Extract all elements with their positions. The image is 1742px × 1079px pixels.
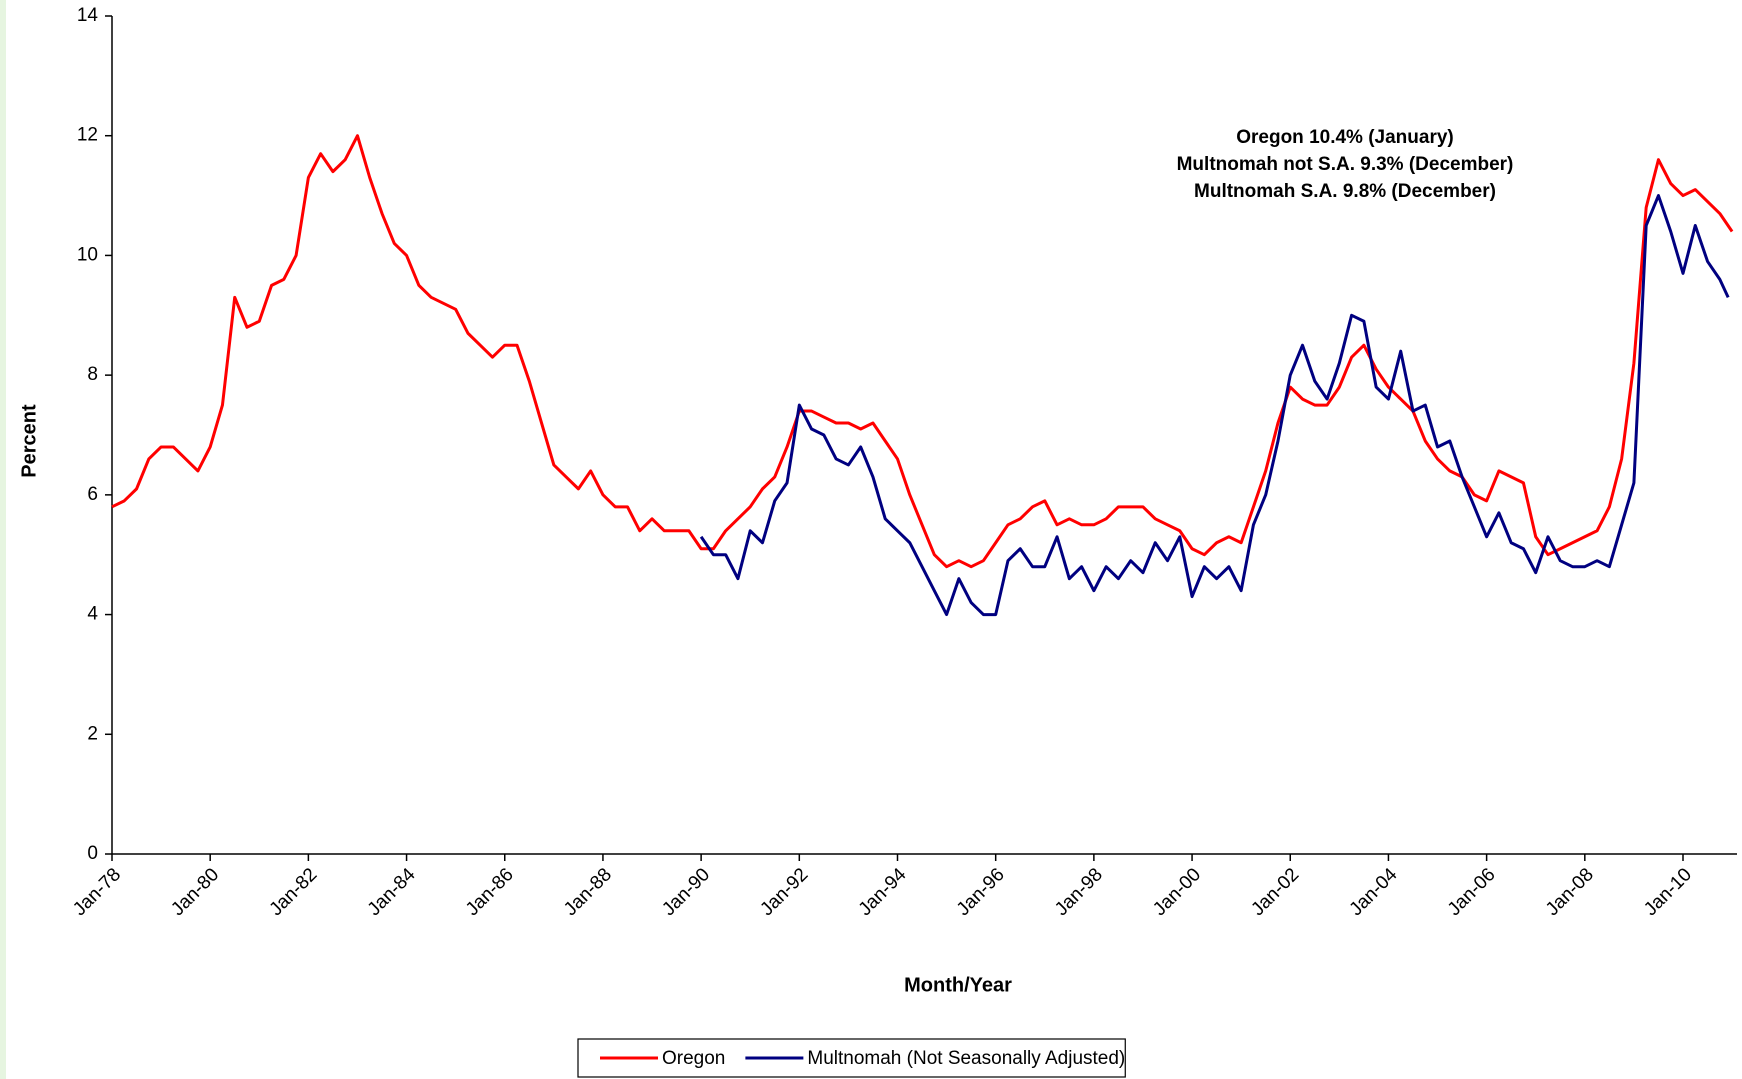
x-tick-label: Jan-80 [167,864,223,920]
y-tick-label: 8 [87,364,98,385]
x-tick-label: Jan-94 [855,864,911,920]
legend-label: Oregon [662,1048,725,1069]
x-tick-label: Jan-00 [1149,864,1205,920]
x-tick-label: Jan-88 [560,864,616,920]
x-tick-label: Jan-82 [266,864,322,920]
annotation-line: Multnomah not S.A. 9.3% (December) [1177,154,1514,175]
x-tick-label: Jan-86 [462,864,518,920]
x-tick-label: Jan-04 [1346,864,1402,920]
x-tick-label: Jan-84 [364,864,420,920]
x-tick-label: Jan-96 [953,864,1009,920]
legend-label: Multnomah (Not Seasonally Adjusted) [807,1048,1125,1069]
y-tick-label: 6 [87,484,98,505]
legend: Oregon Multnomah (Not Seasonally Adjusted… [577,1038,1126,1078]
y-tick-label: 14 [77,5,99,26]
x-tick-label: Jan-90 [658,864,714,920]
x-tick-label: Jan-92 [756,864,812,920]
x-tick-label: Jan-98 [1051,864,1107,920]
annotation-line: Multnomah S.A. 9.8% (December) [1194,181,1496,202]
y-tick-label: 12 [77,125,98,146]
x-tick-label: Jan-02 [1247,864,1303,920]
annotation-line: Oregon 10.4% (January) [1236,127,1454,148]
x-tick-label: Jan-10 [1640,864,1696,920]
y-tick-label: 4 [87,604,98,625]
y-tick-label: 10 [77,244,98,265]
x-tick-label: Jan-08 [1542,864,1598,920]
y-axis-title: Percent [18,404,40,478]
y-tick-label: 2 [87,723,98,744]
series-line [699,194,1730,617]
x-tick-label: Jan-78 [69,864,125,920]
x-tick-label: Jan-06 [1444,864,1500,920]
x-axis-title: Month/Year [904,974,1012,996]
y-tick-label: 0 [87,843,98,864]
annotation: Oregon 10.4% (January) Multnomah not S.A… [1177,127,1514,202]
left-strip [0,0,6,1079]
legend-box [577,1038,1126,1078]
